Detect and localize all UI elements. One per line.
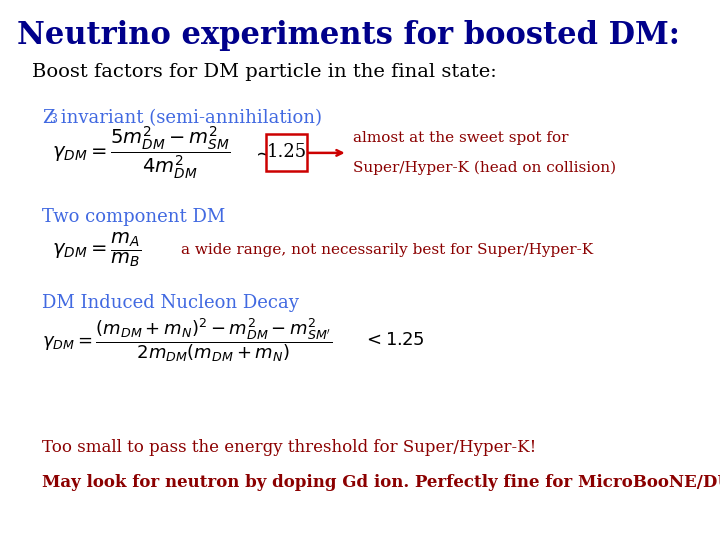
Text: May look for neutron by doping Gd ion. Perfectly fine for MicroBooNE/DUNE!: May look for neutron by doping Gd ion. P… <box>42 474 720 491</box>
Text: Z: Z <box>42 109 55 127</box>
Text: a wide range, not necessarily best for Super/Hyper-K: a wide range, not necessarily best for S… <box>181 243 593 257</box>
Text: Too small to pass the energy threshold for Super/Hyper-K!: Too small to pass the energy threshold f… <box>42 439 536 456</box>
Text: $< 1.25$: $< 1.25$ <box>363 331 424 349</box>
Text: Super/Hyper-K (head on collision): Super/Hyper-K (head on collision) <box>353 161 616 176</box>
Text: Neutrino experiments for boosted DM:: Neutrino experiments for boosted DM: <box>17 20 680 51</box>
Text: $\sim$: $\sim$ <box>251 144 271 163</box>
Text: Two component DM: Two component DM <box>42 208 225 226</box>
Text: DM Induced Nucleon Decay: DM Induced Nucleon Decay <box>42 294 299 312</box>
Text: almost at the sweet spot for: almost at the sweet spot for <box>353 131 568 145</box>
Text: 1.25: 1.25 <box>266 143 307 161</box>
FancyBboxPatch shape <box>266 134 307 171</box>
Text: invariant (semi-annihilation): invariant (semi-annihilation) <box>55 109 322 127</box>
Text: $\gamma_{DM} = \dfrac{(m_{DM}+m_N)^2 - m_{DM}^2 - m_{SM'}^2}{2m_{DM}(m_{DM}+m_N): $\gamma_{DM} = \dfrac{(m_{DM}+m_N)^2 - m… <box>42 316 332 364</box>
Text: $\gamma_{DM} = \dfrac{5m_{DM}^2 - m_{SM}^2}{4m_{DM}^2}$: $\gamma_{DM} = \dfrac{5m_{DM}^2 - m_{SM}… <box>52 125 230 181</box>
Text: Boost factors for DM particle in the final state:: Boost factors for DM particle in the fin… <box>32 63 497 81</box>
Text: $\gamma_{DM} = \dfrac{m_A}{m_B}$: $\gamma_{DM} = \dfrac{m_A}{m_B}$ <box>52 231 141 269</box>
Text: 3: 3 <box>50 113 58 126</box>
